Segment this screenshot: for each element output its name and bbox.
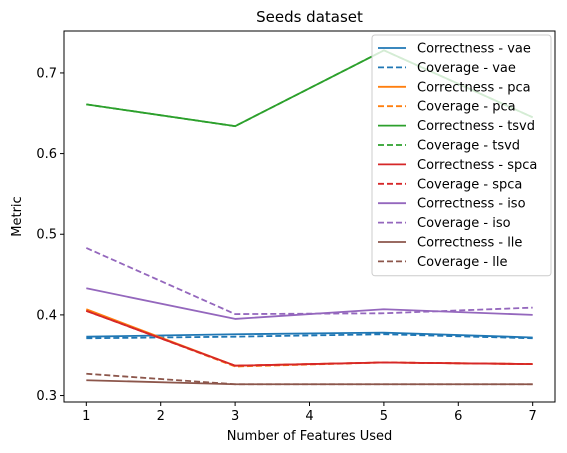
y-axis-label: Metric [10,196,25,236]
legend-label-4: Correctness - tsvd [417,119,535,134]
x-tick-label-1: 2 [157,409,165,424]
x-tick-label-4: 5 [380,409,388,424]
legend-label-3: Coverage - pca [417,100,516,115]
y-tick-label-4: 0.7 [36,66,57,81]
legend-label-9: Coverage - iso [417,216,511,231]
chart-title: Seeds dataset [256,8,363,26]
y-axis-ticks: 0.3 0.4 0.5 0.6 0.7 [36,66,64,404]
plot-frame [63,30,556,403]
legend-label-11: Coverage - lle [417,255,507,270]
legend: Correctness - vae Coverage - vae Correctne… [371,34,552,277]
series-line-11 [86,372,533,386]
x-axis-label: Number of Features Used [227,429,393,444]
x-tick-label-0: 1 [82,409,90,424]
x-tick-label-5: 6 [454,409,462,424]
x-axis-ticks: 1 2 3 4 5 6 7 [82,402,537,424]
y-tick-label-1: 0.4 [36,308,57,323]
legend-box [371,34,552,277]
legend-label-10: Correctness - lle [417,236,522,251]
y-tick-label-0: 0.3 [36,389,57,404]
series-line-9 [85,247,533,315]
legend-label-5: Coverage - tsvd [417,139,520,154]
x-tick-label-3: 4 [305,409,313,424]
y-tick-label-2: 0.5 [36,228,57,243]
legend-label-8: Correctness - iso [417,197,526,212]
plot-lines [85,49,534,386]
legend-label-0: Correctness - vae [417,42,531,57]
y-tick-label-3: 0.6 [36,147,57,162]
x-tick-label-6: 7 [529,409,537,424]
series-line-0 [86,331,533,339]
x-tick-label-2: 3 [231,409,239,424]
legend-label-7: Coverage - spca [417,177,522,192]
legend-label-1: Coverage - vae [417,61,516,76]
series-line-7 [86,310,533,367]
legend-label-2: Correctness - pca [417,80,531,95]
legend-label-6: Correctness - spca [417,158,537,173]
